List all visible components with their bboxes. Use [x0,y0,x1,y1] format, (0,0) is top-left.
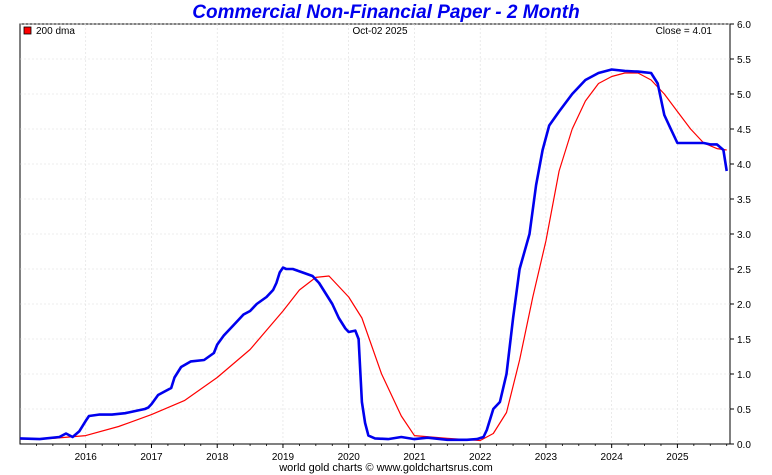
x-tick-label: 2016 [75,452,98,463]
x-axis: 2016 2017 2018 2019 2020 2021 2022 2023 2024 2025 [36,444,728,463]
y-tick-label: 2.5 [737,265,751,276]
y-tick-label: 6.0 [737,20,751,31]
price-line [19,68,728,442]
y-tick-label: 1.0 [737,370,751,381]
y-tick-label: 4.0 [737,160,751,171]
grid-lines [20,23,730,444]
series-group [19,68,728,442]
y-tick-label: 4.5 [737,125,751,136]
x-tick-label: 2018 [206,452,229,463]
dma-line [19,72,727,442]
x-tick-label: 2017 [140,452,163,463]
x-tick-label: 2019 [272,452,295,463]
plot-area [19,23,731,445]
x-tick-label: 2021 [403,452,426,463]
x-tick-label: 2025 [666,452,689,463]
x-tick-label: 2023 [535,452,558,463]
date-label: Oct-02 2025 [352,26,407,37]
footer-credit: world gold charts © www.goldchartsrus.co… [279,462,493,474]
x-tick-label: 2020 [338,452,361,463]
legend-label-200-dma: 200 dma [36,26,75,37]
y-tick-label: 1.5 [737,335,751,346]
y-tick-label: 5.5 [737,55,751,66]
chart-title: Commercial Non-Financial Paper - 2 Month [192,2,580,23]
close-label: Close = 4.01 [656,26,713,37]
x-tick-label: 2024 [601,452,624,463]
y-axis: 0.0 0.5 1.0 1.5 2.0 2.5 3.0 3.5 4.0 4.5 5.0 5.5 6.0 [730,20,751,451]
y-tick-label: 5.0 [737,90,751,101]
y-tick-label: 3.5 [737,195,751,206]
y-tick-label: 0.5 [737,405,751,416]
x-tick-label: 2022 [469,452,492,463]
y-tick-label: 3.0 [737,230,751,241]
legend-swatch-200-dma [23,26,32,35]
y-tick-label: 2.0 [737,300,751,311]
y-tick-label: 0.0 [737,440,751,451]
